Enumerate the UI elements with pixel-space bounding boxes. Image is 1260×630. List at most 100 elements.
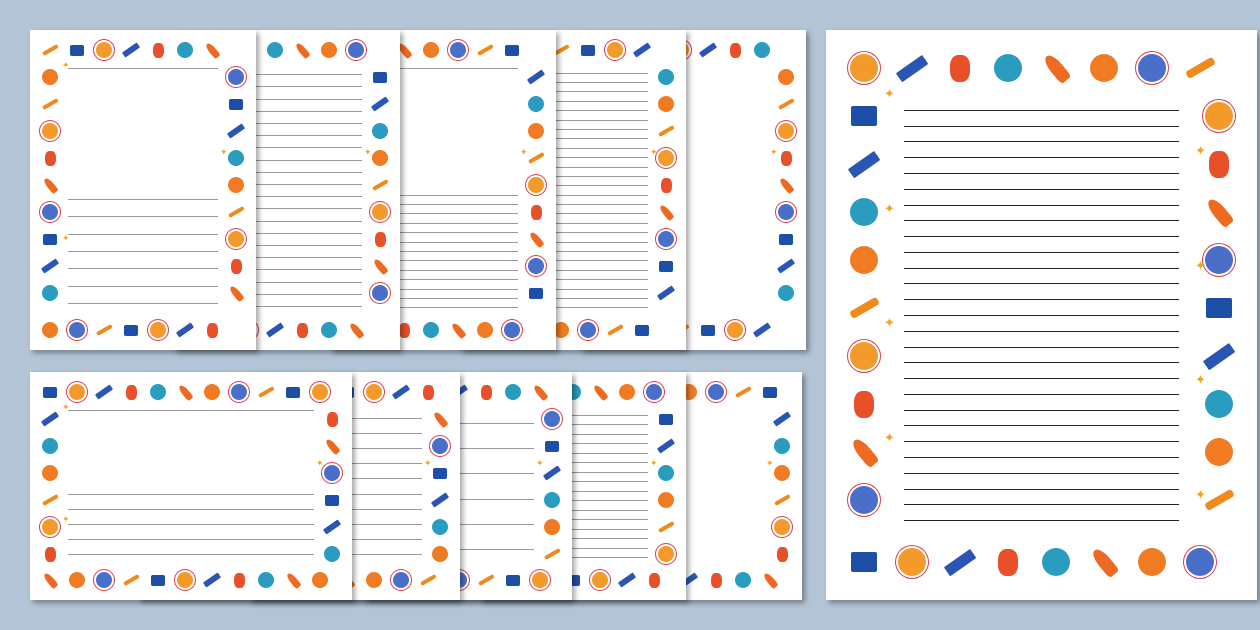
writing-line: [904, 267, 1179, 269]
writing-line: [368, 260, 518, 262]
satellite-icon: [226, 123, 246, 139]
satellite-icon: [943, 548, 977, 576]
blue-planet-icon: [267, 42, 283, 58]
satellite-icon: [370, 96, 390, 112]
astronaut-icon: [780, 150, 792, 166]
writing-line: [904, 157, 1179, 159]
sparkle-icon: ✦: [1195, 372, 1206, 388]
orange-planet-icon: [42, 69, 58, 85]
writing-line: [68, 554, 314, 556]
orange-planet-icon: [432, 546, 448, 562]
orange-planet-icon: [321, 42, 337, 58]
sparkle-icon: ✦: [424, 458, 432, 468]
writing-line: [68, 524, 314, 525]
astronaut-icon: [648, 572, 660, 588]
astronaut-icon: [422, 384, 434, 400]
ringed-planet-icon: [177, 572, 193, 588]
orange-planet-icon: [69, 572, 85, 588]
sparkle-icon: ✦: [364, 146, 372, 157]
sparkle-icon: ✦: [650, 458, 658, 468]
rover-icon: [505, 44, 519, 56]
writing-line: [212, 110, 362, 112]
writing-line: [68, 493, 314, 495]
rover-icon: [43, 233, 57, 245]
orange-planet-icon: [204, 384, 220, 400]
orange-planet-icon: [528, 123, 544, 139]
writing-line: [904, 362, 1179, 364]
saturn-icon: [646, 384, 662, 400]
writing-line: [212, 257, 362, 259]
writing-line: [904, 441, 1179, 443]
astronaut-icon: [233, 572, 245, 588]
telescope-icon: [773, 493, 791, 507]
writing-line: [212, 135, 362, 137]
sparkle-icon: ✦: [1195, 257, 1206, 273]
blue-planet-icon: [993, 53, 1023, 83]
page-border-template[interactable]: ✦ ✦ ✦: [30, 372, 352, 600]
ringed-planet-icon: [1204, 101, 1234, 131]
satellite-icon: [698, 42, 718, 58]
ringed-planet-icon: [96, 42, 112, 58]
rover-icon: [566, 574, 580, 586]
astronaut-icon: [206, 322, 218, 338]
writing-line: [368, 194, 518, 196]
telescope-icon: [657, 520, 675, 534]
rocket-icon: [41, 571, 59, 589]
satellite-icon: [895, 54, 929, 82]
saturn-icon: [69, 322, 85, 338]
astronaut-icon: [660, 177, 672, 193]
telescope-icon: [657, 124, 675, 138]
writing-line: [904, 378, 1179, 380]
saturn-icon: [528, 258, 544, 274]
writing-line: [498, 260, 648, 262]
writing-line: [904, 204, 1179, 206]
blue-planet-icon: [228, 150, 244, 166]
orange-planet-icon: [42, 322, 58, 338]
writing-line: [498, 194, 648, 196]
satellite-icon: [617, 572, 637, 588]
rover-icon: [529, 287, 543, 299]
telescope-icon: [477, 573, 495, 587]
rover-icon: [659, 413, 673, 425]
satellite-icon: [430, 492, 450, 508]
rover-icon: [1206, 298, 1232, 318]
astronaut-icon: [398, 322, 410, 338]
astronaut-icon: [1209, 150, 1229, 178]
astronaut-icon: [296, 322, 308, 338]
writing-line: [904, 472, 1179, 474]
saturn-icon: [580, 322, 596, 338]
astronaut-icon: [326, 411, 338, 427]
rocket-icon: [347, 321, 365, 339]
sparkle-icon: ✦: [316, 458, 324, 468]
page-border-template[interactable]: ✦ ✦ ✦ ✦ ✦ ✦ ✦ ✦: [826, 30, 1257, 600]
astronaut-icon: [854, 390, 874, 418]
rocket-icon: [41, 176, 59, 194]
writing-line: [212, 220, 362, 222]
telescope-icon: [95, 323, 113, 337]
rover-icon: [581, 44, 595, 56]
rocket-icon: [849, 436, 879, 468]
blue-planet-icon: [321, 322, 337, 338]
writing-line: [498, 100, 648, 102]
sparkle-icon: ✦: [62, 402, 70, 412]
writing-line: [212, 147, 362, 149]
orange-planet-icon: [544, 519, 560, 535]
orange-planet-icon: [372, 150, 388, 166]
writing-line: [904, 173, 1179, 174]
writing-line: [498, 307, 648, 309]
telescope-icon: [1184, 56, 1216, 80]
ringed-planet-icon: [312, 384, 328, 400]
sparkle-icon: ✦: [650, 146, 658, 157]
writing-line: [68, 410, 314, 411]
astronaut-icon: [44, 546, 56, 562]
satellite-icon: [40, 411, 60, 427]
page-border-template[interactable]: ✦ ✦ ✦: [30, 30, 256, 350]
writing-line: [904, 283, 1179, 285]
rover-icon: [763, 386, 777, 398]
writing-line: [212, 208, 362, 210]
saturn-icon: [504, 322, 520, 338]
sparkle-icon: ✦: [520, 146, 528, 157]
telescope-icon: [543, 547, 561, 561]
writing-line: [904, 393, 1179, 395]
sparkle-icon: ✦: [62, 233, 70, 244]
